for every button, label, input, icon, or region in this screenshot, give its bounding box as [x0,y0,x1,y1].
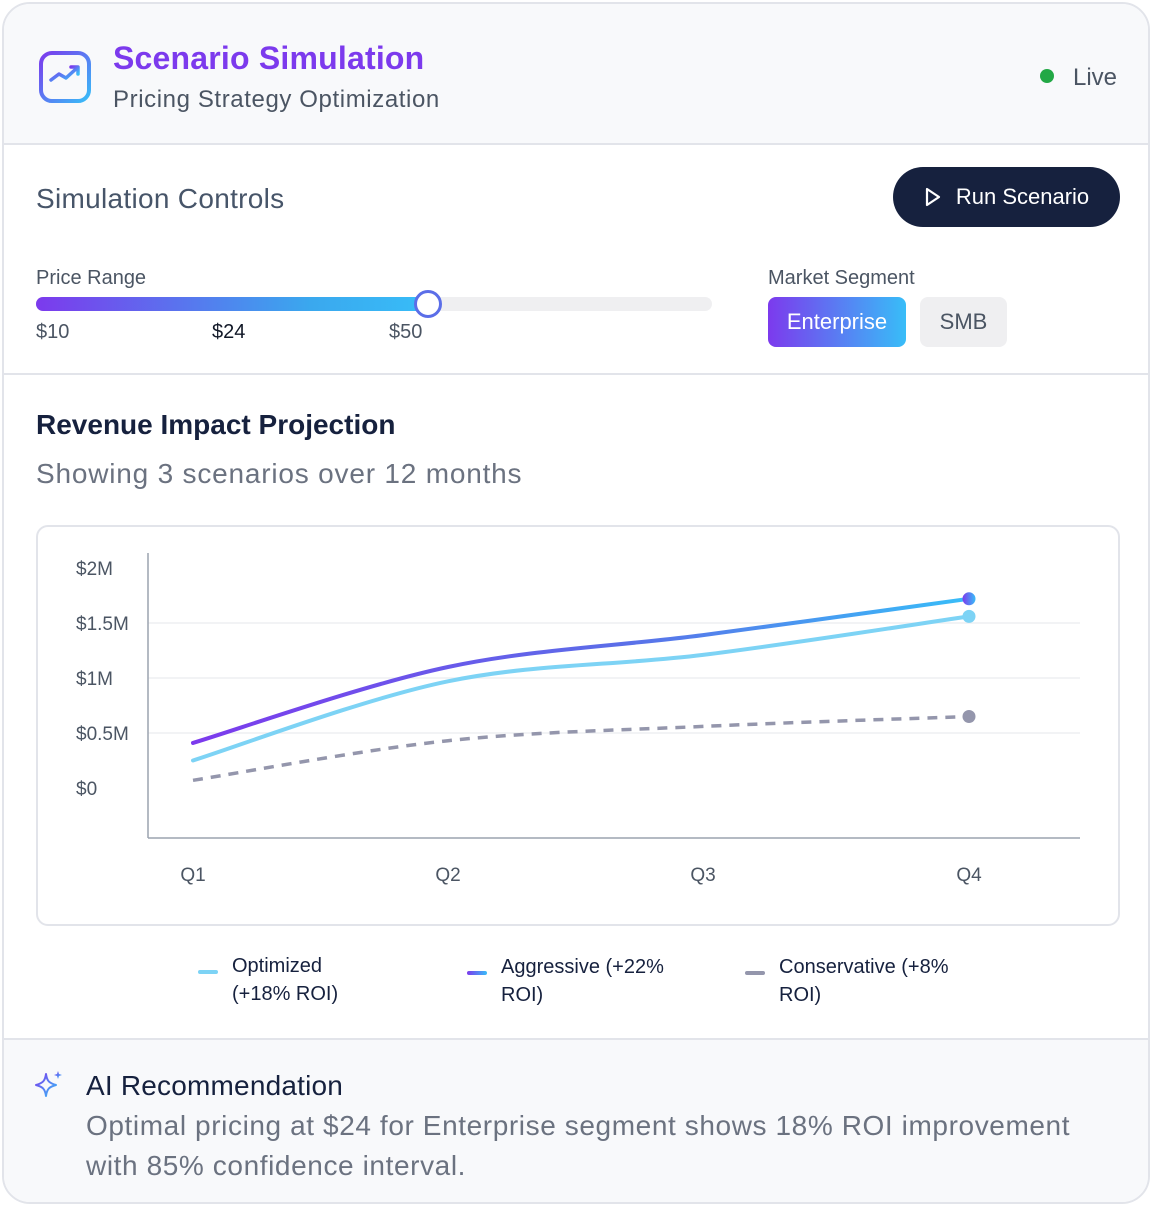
projection-subtitle: Showing 3 scenarios over 12 months [36,458,523,489]
segment-smb-button[interactable]: SMB [920,297,1007,347]
price-range-slider[interactable] [36,290,712,318]
sparkle-icon [35,1071,62,1097]
controls-title: Simulation Controls [36,183,285,214]
price-min-label: $10 [36,321,70,343]
series-end-point [962,710,976,723]
slider-thumb[interactable] [414,290,443,318]
card-header: Scenario Simulation Pricing Strategy Opt… [4,4,1148,145]
page-title: Scenario Simulation [113,40,425,76]
x-tick-label: Q1 [180,865,205,886]
market-segment-label: Market Segment [768,267,915,289]
price-range-label: Price Range [36,267,147,289]
status-dot [1040,69,1054,83]
slider-fill [36,297,429,311]
legend-label-aggressive: Aggressive (+22% ROI) [501,956,664,1006]
run-scenario-button[interactable]: Run Scenario [893,167,1120,227]
series-line [192,714,970,783]
x-tick-label: Q4 [956,865,982,886]
revenue-chart-svg: $2M $1.5M $1M $0.5M $0 Q1 Q2 Q3 Q4 [76,553,1080,886]
page-subtitle: Pricing Strategy Optimization [113,86,440,113]
series-line [191,614,971,763]
legend-label-conservative: Conservative (+8% ROI) [779,956,949,1006]
segment-enterprise-button[interactable]: Enterprise [768,297,906,347]
projection-title: Revenue Impact Projection [36,409,396,440]
legend-swatch-optimized [198,970,218,974]
price-current-label: $24 [212,321,246,343]
run-scenario-label: Run Scenario [955,184,1090,209]
legend-item-aggressive: Aggressive (+22% ROI) [467,953,664,1009]
ai-recommendation: AI Recommendation Optimal pricing at $24… [4,1038,1148,1202]
price-max-label: $50 [389,321,423,343]
y-tick-label: $1.5M [76,614,129,635]
chart-trend-icon [39,51,91,103]
series-line [191,596,971,745]
legend-swatch-aggressive [467,971,487,975]
series-end-point [962,609,976,623]
legend-item-conservative: Conservative (+8% ROI) [745,953,949,1009]
legend-item-optimized: Optimized (+18% ROI) [198,952,338,1008]
simulation-controls: Simulation Controls Run Scenario Price R… [4,145,1148,375]
x-tick-label: Q3 [690,865,715,886]
play-icon [925,187,940,207]
y-tick-label: $2M [76,559,113,580]
y-tick-label: $0 [76,779,97,800]
ai-recommendation-text: Optimal pricing at $24 for Enterprise se… [86,1110,1071,1181]
y-tick-label: $1M [76,669,113,690]
revenue-chart: $2M $1.5M $1M $0.5M $0 Q1 Q2 Q3 Q4 [36,525,1120,926]
ai-recommendation-title: AI Recommendation [86,1070,344,1101]
x-tick-label: Q2 [435,865,460,886]
legend-swatch-conservative [745,971,765,975]
y-tick-label: $0.5M [76,724,129,745]
status-label: Live [1073,64,1118,91]
series-end-point [962,592,976,606]
legend-label-optimized: Optimized (+18% ROI) [232,955,339,1005]
